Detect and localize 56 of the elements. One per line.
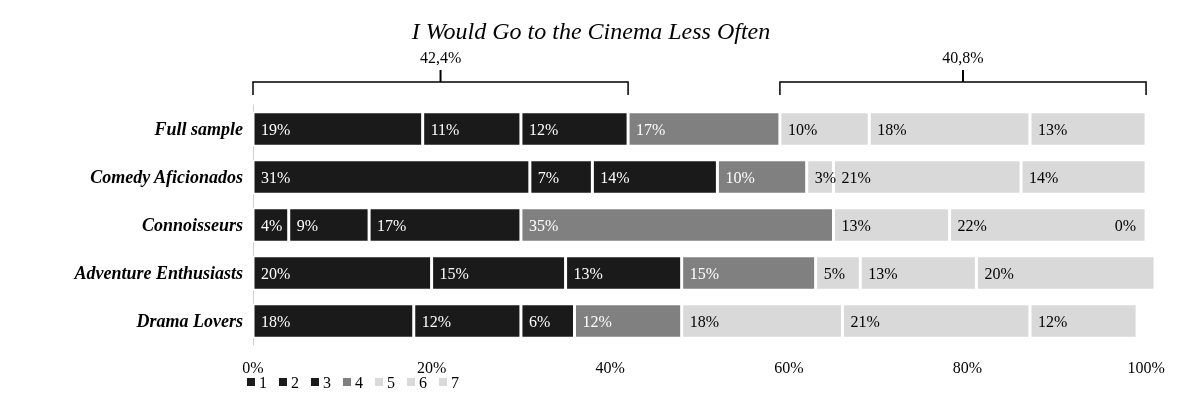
y-tick-label: Adventure Enthusiasts bbox=[73, 263, 243, 283]
data-label: 12% bbox=[421, 312, 452, 330]
x-tick-label: 40% bbox=[595, 358, 625, 376]
data-label: 14% bbox=[600, 168, 630, 186]
data-label: 20% bbox=[984, 264, 1014, 282]
data-label: 15% bbox=[689, 264, 719, 282]
data-label: 13% bbox=[1037, 120, 1068, 138]
data-label: 13% bbox=[868, 264, 898, 282]
legend-label: 6 bbox=[419, 373, 427, 391]
data-label: 15% bbox=[439, 264, 469, 282]
data-label: 18% bbox=[877, 120, 907, 138]
data-label: 0% bbox=[1114, 216, 1137, 234]
data-label: 35% bbox=[528, 216, 559, 234]
x-tick-label: 80% bbox=[952, 358, 983, 376]
data-label: 13% bbox=[841, 216, 871, 234]
data-label: 17% bbox=[636, 120, 666, 138]
data-label: 5% bbox=[823, 264, 845, 282]
data-label: 12% bbox=[1037, 312, 1068, 330]
chart-title: I Would Go to the Cinema Less Often bbox=[410, 18, 771, 44]
data-label: 18% bbox=[689, 312, 719, 330]
data-label: 20% bbox=[261, 264, 291, 282]
legend-label: 2 bbox=[291, 373, 299, 391]
legend-label: 3 bbox=[323, 373, 331, 391]
data-label: 12% bbox=[528, 120, 559, 138]
data-label: 22% bbox=[957, 216, 987, 234]
data-label: 3% bbox=[814, 168, 837, 186]
data-label: 6% bbox=[528, 312, 551, 330]
y-tick-label: Connoisseurs bbox=[141, 215, 243, 235]
data-label: 21% bbox=[841, 168, 871, 186]
data-label: 12% bbox=[582, 312, 612, 330]
data-label: 21% bbox=[850, 312, 880, 330]
data-label: 9% bbox=[296, 216, 319, 234]
text: 42,4% bbox=[419, 49, 462, 66]
legend-label: 5 bbox=[387, 373, 395, 391]
data-label: 11% bbox=[430, 120, 460, 138]
data-label: 4% bbox=[261, 216, 283, 234]
data-label: 10% bbox=[725, 168, 755, 186]
data-label: 18% bbox=[261, 312, 291, 330]
data-label: 7% bbox=[537, 168, 560, 186]
data-label: 14% bbox=[1029, 168, 1059, 186]
data-label: 31% bbox=[261, 168, 291, 186]
x-tick-label: 20% bbox=[416, 358, 447, 376]
legend-label: 1 bbox=[259, 373, 267, 391]
legend-label: 4 bbox=[355, 373, 363, 391]
legend-label: 7 bbox=[451, 373, 459, 391]
data-label: 17% bbox=[377, 216, 407, 234]
text: 40,8% bbox=[942, 49, 984, 66]
data-label: 13% bbox=[573, 264, 603, 282]
y-tick-label: Drama Lovers bbox=[135, 311, 243, 331]
y-tick-label: Full sample bbox=[153, 119, 244, 139]
data-label: 19% bbox=[261, 120, 291, 138]
x-tick-label: 60% bbox=[774, 358, 804, 376]
data-label: 10% bbox=[787, 120, 818, 138]
x-tick-label: 0% bbox=[242, 358, 264, 376]
x-tick-label: 100% bbox=[1127, 358, 1165, 376]
y-tick-label: Comedy Aficionados bbox=[90, 167, 243, 187]
